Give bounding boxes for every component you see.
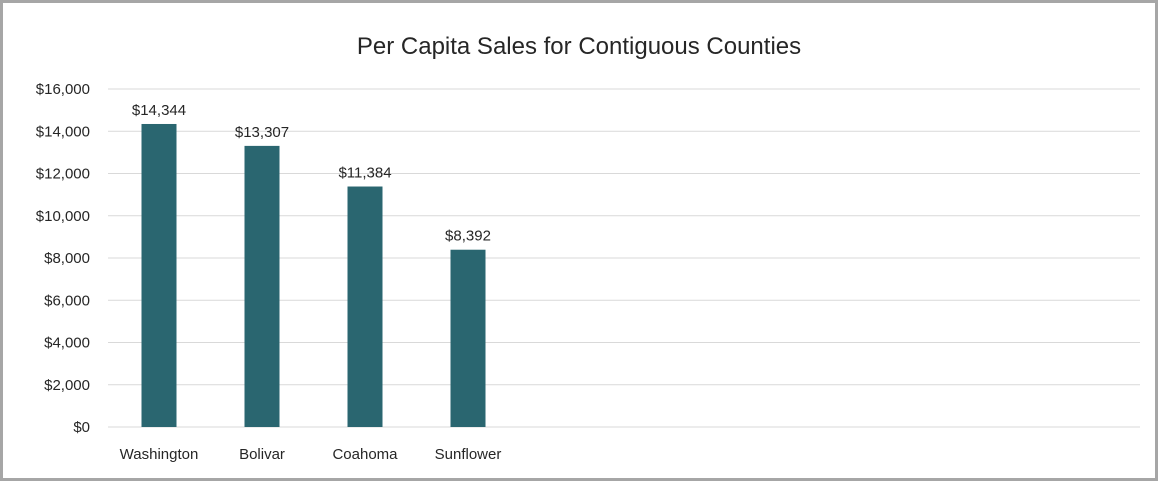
data-label: $13,307 [235,124,289,141]
y-tick-label: $6,000 [44,292,90,309]
x-tick-label: Bolivar [239,446,285,463]
x-tick-label: Sunflower [435,446,502,463]
y-tick-label: $8,000 [44,250,90,267]
bar [244,145,280,427]
chart-title: Per Capita Sales for Contiguous Counties [356,33,802,60]
data-label: $14,344 [132,102,186,119]
bar [347,186,383,427]
bar [141,123,177,427]
y-tick-label: $16,000 [36,81,90,98]
data-label: $8,392 [445,228,491,245]
y-tick-label: $2,000 [44,377,90,394]
x-tick-label: Washington [120,446,199,463]
x-tick-label: Coahoma [332,446,398,463]
data-label: $11,384 [338,165,391,182]
y-tick-label: $4,000 [44,335,90,352]
y-tick-label: $10,000 [36,208,90,225]
y-tick-label: $14,000 [36,123,90,140]
y-tick-label: $12,000 [36,166,90,183]
y-tick-label: $0 [73,419,90,436]
bar [450,249,486,427]
